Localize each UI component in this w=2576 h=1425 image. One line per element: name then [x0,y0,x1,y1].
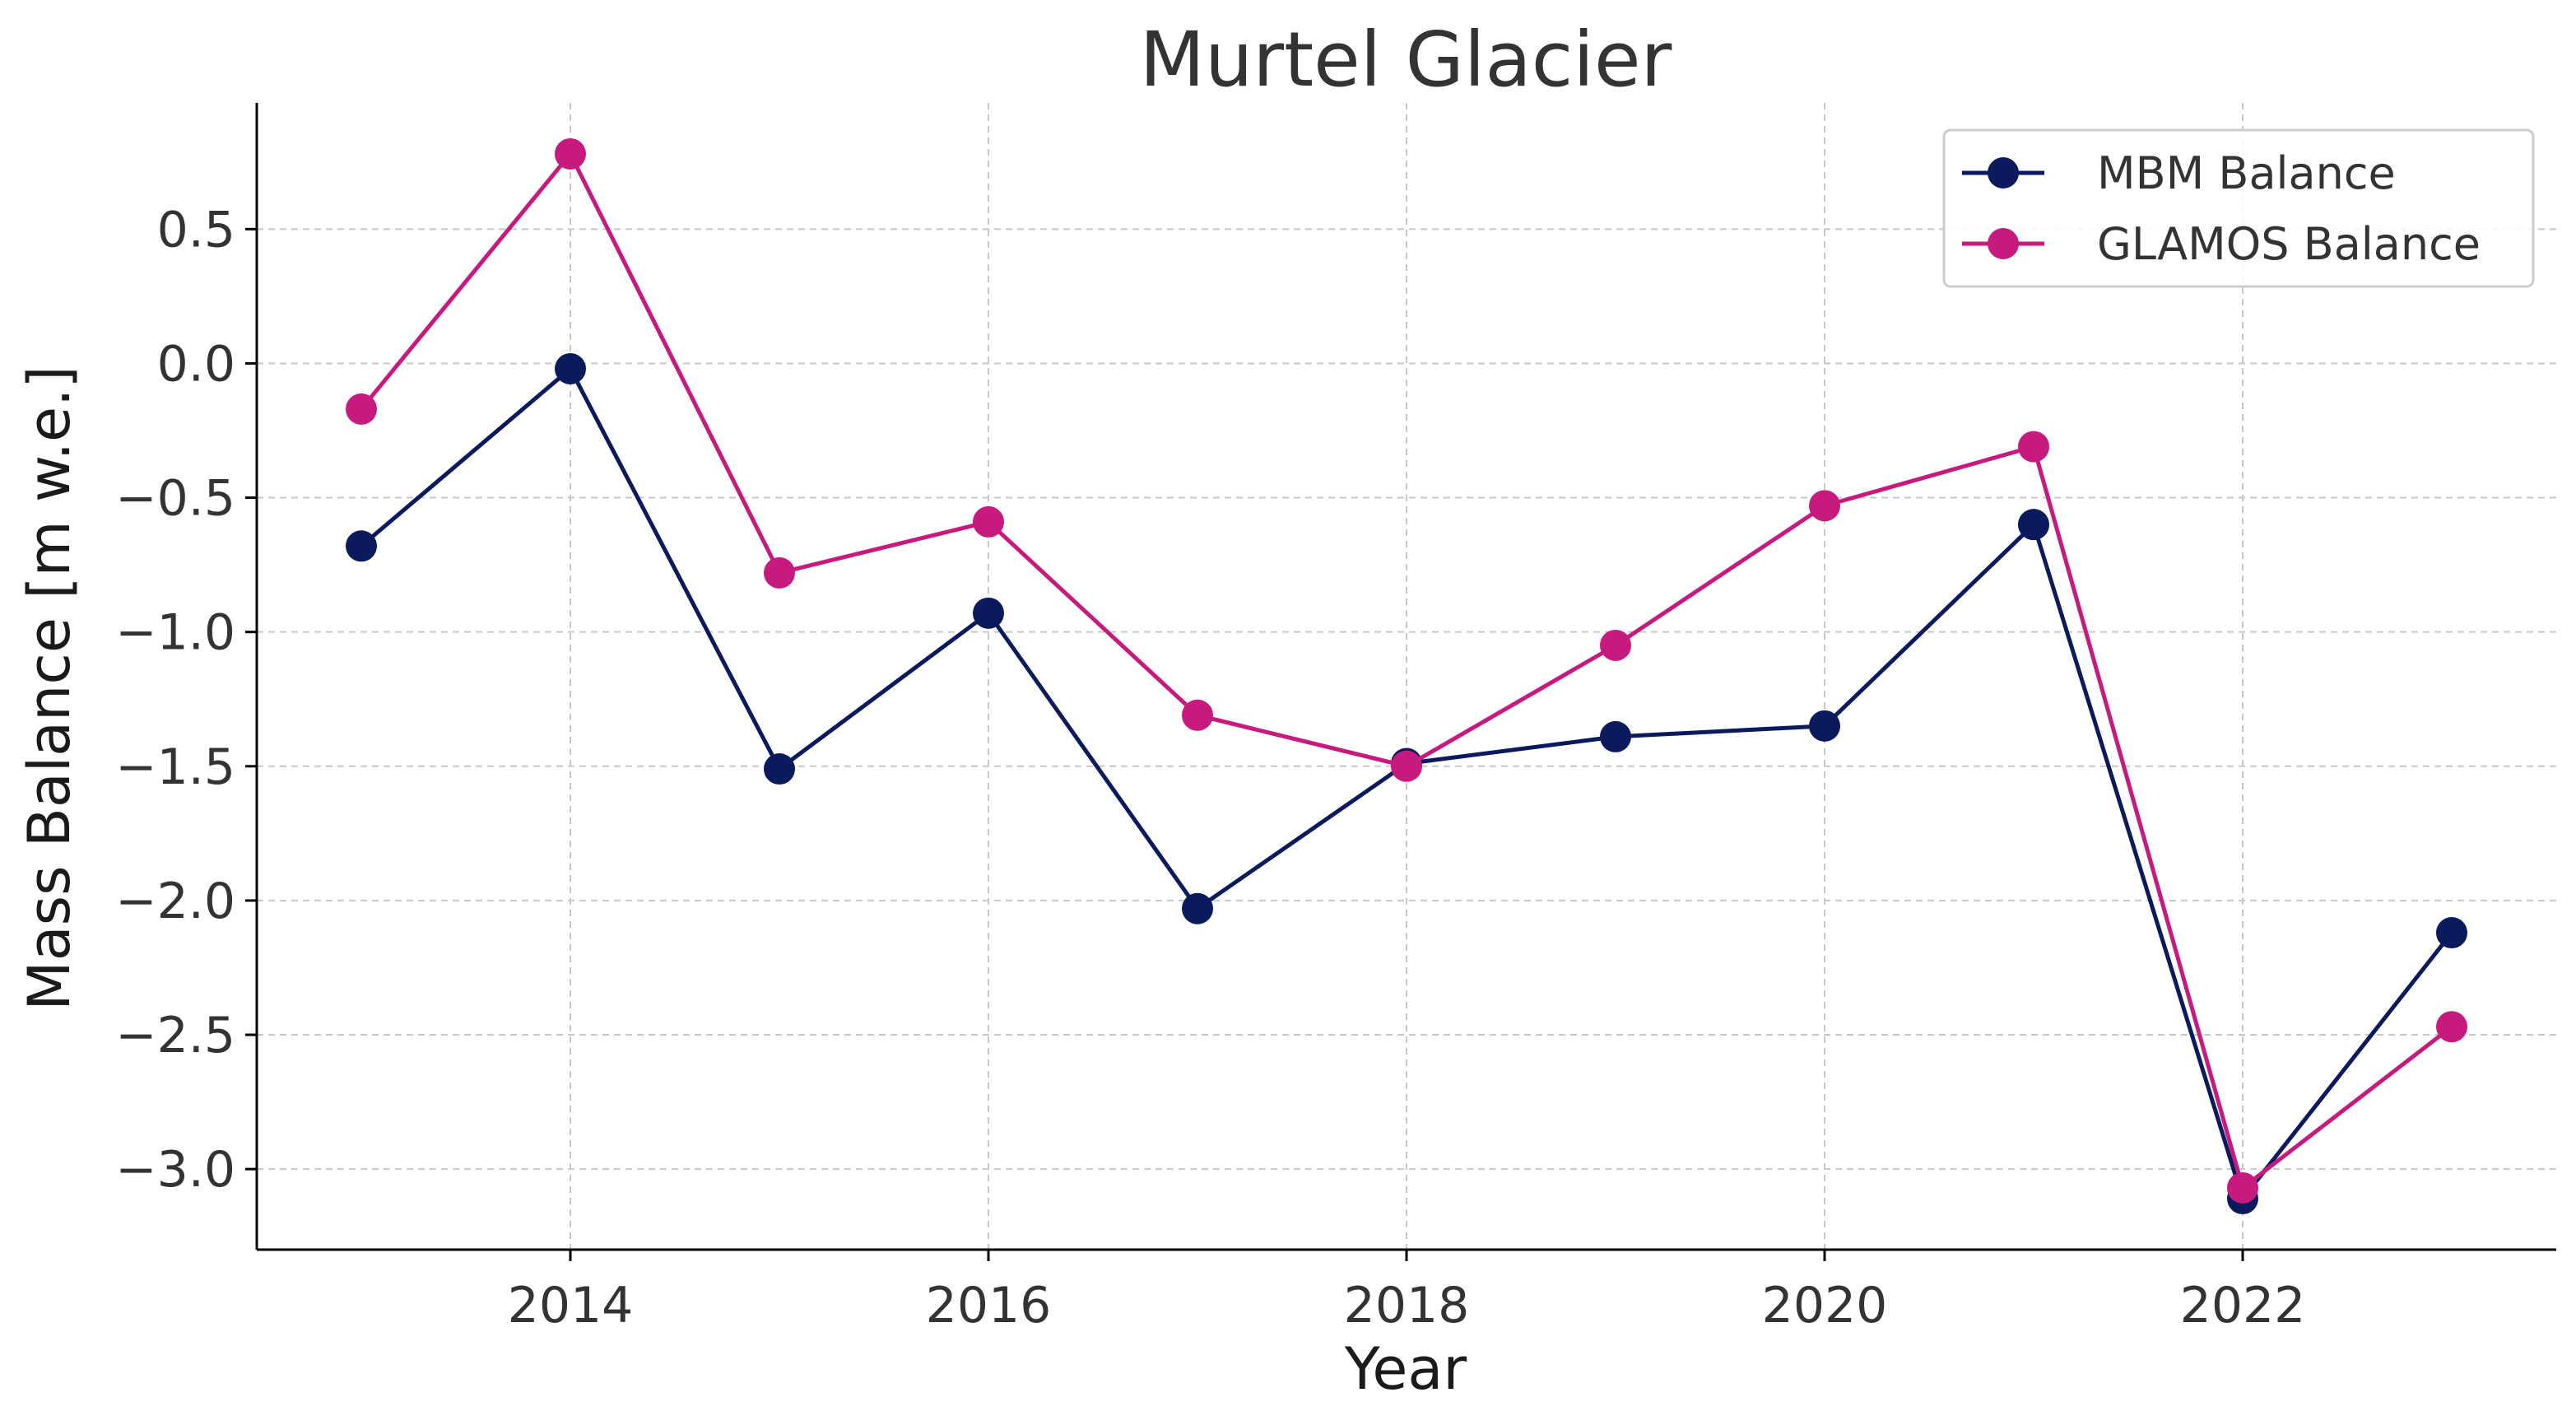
y-tick-label: −2.0 [115,873,235,930]
chart-title: Murtel Glacier [1140,16,1672,104]
data-point [346,530,377,562]
data-point [2227,1171,2258,1204]
data-point [2436,1011,2467,1043]
legend-marker [1988,228,2019,259]
y-tick-label: 0.0 [157,335,235,393]
data-point [764,556,795,589]
legend-item: MBM Balance [1962,147,2396,199]
x-tick-label: 2016 [926,1277,1052,1334]
data-point [2018,431,2049,463]
x-tick-label: 2022 [2180,1277,2306,1334]
y-axis-label: Mass Balance [m w.e.] [16,366,83,1010]
data-point [2436,917,2467,949]
data-point [1391,750,1422,782]
data-point [1182,892,1213,924]
y-tick-label: −2.5 [115,1007,235,1064]
legend-label: GLAMOS Balance [2097,218,2481,270]
y-tick-label: −1.0 [115,604,235,662]
data-point [973,597,1004,629]
legend-item: GLAMOS Balance [1962,218,2481,270]
legend-label: MBM Balance [2097,147,2396,199]
data-point [1809,710,1840,742]
x-axis-label: Year [1344,1335,1467,1403]
data-point [1182,699,1213,731]
data-point [346,393,377,425]
data-point [764,753,795,785]
legend: MBM Balance GLAMOS Balance [1942,128,2535,288]
y-tick-label: −3.0 [115,1141,235,1199]
x-tick-label: 2014 [508,1277,634,1334]
data-point [1600,720,1631,752]
x-tick-label: 2020 [1762,1277,1888,1334]
y-tick-label: −0.5 [115,470,235,528]
axis-ticks: 2014 2016 2018 2020 2022 0.5 0.0 −0.5 −1.0 −1.5 −2… [115,201,2305,1334]
data-point [555,137,586,170]
y-tick-label: −1.5 [115,738,235,796]
y-tick-label: 0.5 [157,201,235,258]
data-point [555,352,586,384]
legend-marker [1988,157,2019,189]
series-glamos-balance [346,137,2467,1204]
data-point [1809,490,1840,522]
data-point [2018,509,2049,541]
grid-layer [257,103,2556,1250]
series-layer [346,137,2467,1215]
data-point [973,505,1004,538]
legend-frame [1942,128,2535,288]
x-tick-label: 2018 [1344,1277,1470,1334]
data-point [1600,629,1631,661]
